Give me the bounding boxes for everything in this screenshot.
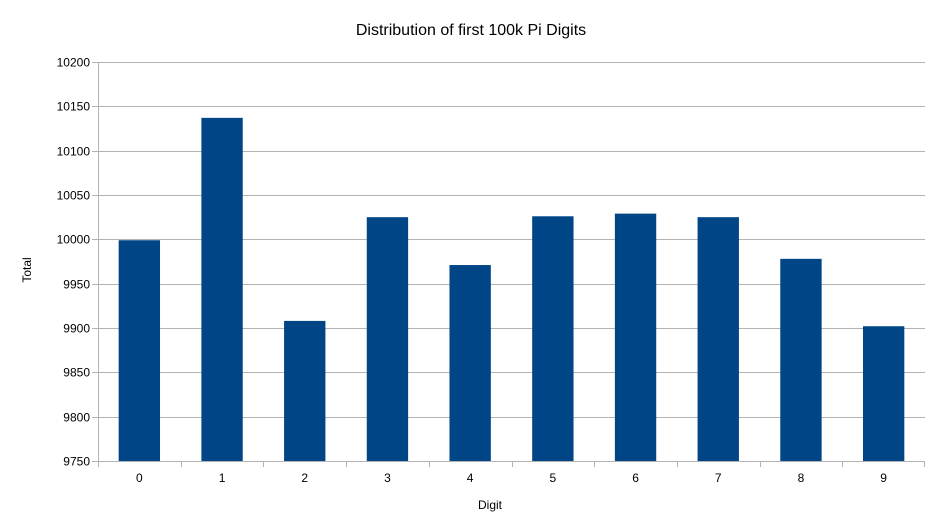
x-tick-label: 8 [798, 471, 805, 485]
bar-digit-0 [118, 240, 161, 461]
x-axis-label: Digit [478, 498, 503, 512]
x-tick-label: 3 [384, 471, 391, 485]
y-tick-label: 9850 [63, 366, 90, 380]
y-tick-labels: 9750 9800 9850 9900 9950 10000 10050 10100 10150… [57, 56, 91, 469]
x-tick-label: 7 [715, 471, 722, 485]
x-tick-label: 2 [301, 471, 308, 485]
y-tick-label: 10200 [57, 56, 91, 70]
x-tick-label: 0 [136, 471, 143, 485]
y-tick-label: 10150 [57, 100, 91, 114]
x-tick-labels: 0 1 2 3 4 5 6 7 8 9 [136, 471, 887, 485]
axes [92, 62, 925, 467]
bar-digit-5 [532, 216, 574, 461]
x-tick-label: 5 [550, 471, 557, 485]
y-axis-label: Total [20, 257, 34, 282]
bar-digit-2 [284, 320, 326, 461]
bar-digit-9 [862, 326, 905, 461]
y-tick-label: 10100 [57, 145, 91, 159]
bar-digit-7 [697, 217, 739, 461]
bar-digit-1 [201, 117, 243, 462]
bars [118, 117, 905, 462]
y-tick-label: 9800 [63, 411, 90, 425]
y-tick-label: 10050 [57, 189, 91, 203]
y-tick-label: 9750 [63, 455, 90, 469]
x-tick-label: 9 [880, 471, 887, 485]
x-tick-label: 1 [219, 471, 226, 485]
bar-digit-8 [780, 258, 822, 461]
y-tick-label: 10000 [57, 233, 91, 247]
y-tick-label: 9950 [63, 278, 90, 292]
chart-title: Distribution of first 100k Pi Digits [356, 22, 586, 39]
bar-digit-4 [449, 265, 491, 461]
x-tick-label: 6 [632, 471, 639, 485]
bar-digit-3 [366, 217, 409, 461]
x-tick-label: 4 [467, 471, 474, 485]
y-tick-label: 9900 [63, 322, 90, 336]
bar-digit-6 [614, 213, 657, 461]
